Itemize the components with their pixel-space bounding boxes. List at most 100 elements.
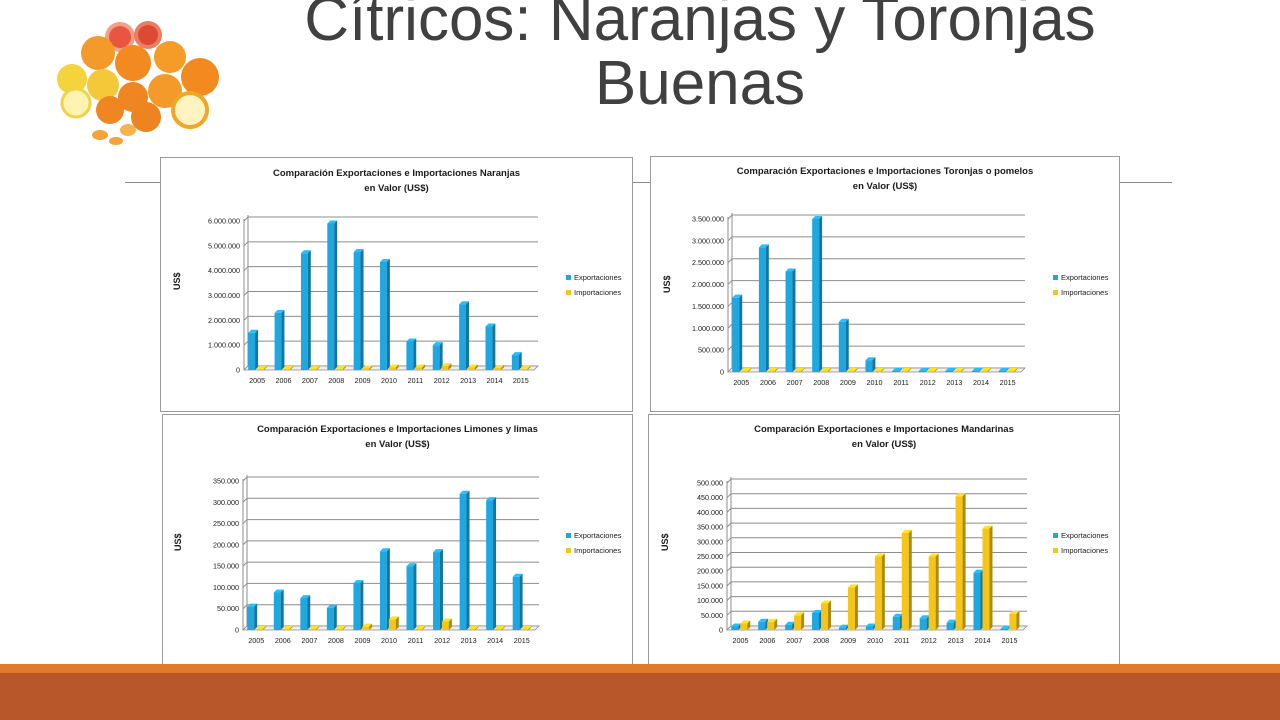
chart-title-line2: en Valor (US$) — [851, 439, 917, 450]
x-tick-label: 2008 — [813, 636, 829, 645]
x-tick-label: 2013 — [461, 636, 477, 645]
bar-exportaciones — [379, 548, 390, 630]
y-tick-label: 0 — [235, 626, 239, 635]
legend-item-importaciones: Importaciones — [1053, 543, 1109, 558]
bar-importaciones — [415, 364, 426, 370]
bar-importaciones — [928, 553, 939, 630]
chart-title-line1: Comparación Exportaciones e Importacione… — [257, 424, 538, 435]
bar-exportaciones — [732, 294, 743, 372]
bar-importaciones — [741, 368, 752, 372]
divider-line-left — [125, 182, 160, 183]
x-tick-label: 2015 — [1000, 378, 1016, 387]
x-tick-label: 2007 — [786, 636, 802, 645]
x-tick-label: 2008 — [328, 376, 344, 385]
gridline-depth — [726, 596, 732, 601]
gridline-depth — [242, 540, 248, 546]
gridline-depth — [727, 258, 733, 264]
gridline-depth — [726, 493, 732, 499]
bar-exportaciones — [406, 563, 417, 630]
gridline-depth — [726, 537, 732, 543]
bar-exportaciones — [248, 329, 259, 370]
bar-exportaciones — [919, 615, 930, 630]
y-tick-label: 4.000.000 — [208, 266, 240, 275]
x-tick-label: 2007 — [787, 378, 803, 387]
gridline-depth — [242, 583, 248, 588]
bar-exportaciones — [486, 497, 497, 630]
slide-title: Cítricos: Naranjas y Toronjas Buenas — [250, 0, 1150, 116]
gridline-depth — [243, 266, 249, 272]
x-tick-label: 2007 — [302, 376, 318, 385]
bar-exportaciones — [945, 368, 956, 372]
bar-importaciones — [927, 368, 938, 372]
y-tick-label: 2.500.000 — [692, 258, 724, 267]
x-tick-label: 2013 — [948, 636, 964, 645]
chart-panel-limones: Comparación Exportaciones e Importacione… — [162, 414, 633, 671]
bar-exportaciones — [865, 357, 876, 372]
x-tick-label: 2009 — [840, 636, 856, 645]
y-tick-label: 0 — [719, 626, 723, 635]
chart-title-line2: en Valor (US$) — [365, 439, 430, 450]
x-tick-label: 2011 — [408, 636, 423, 645]
bar-importaciones — [362, 623, 373, 630]
chart-panel-mandarinas: Comparación Exportaciones e Importacione… — [648, 414, 1120, 671]
bar-exportaciones — [274, 309, 285, 370]
x-tick-label: 2010 — [867, 636, 883, 645]
bar-importaciones — [362, 365, 373, 370]
gridline-depth — [242, 519, 248, 524]
x-tick-label: 2008 — [328, 636, 344, 645]
y-tick-label: 400.000 — [697, 508, 723, 517]
x-tick-label: 2014 — [486, 376, 502, 385]
bar-exportaciones — [998, 368, 1009, 372]
gridline-depth — [243, 241, 249, 247]
x-tick-label: 2006 — [275, 636, 291, 645]
x-tick-label: 2008 — [813, 378, 829, 387]
bar-exportaciones — [380, 258, 390, 370]
bar-importaciones — [847, 368, 858, 372]
bar-exportaciones — [758, 244, 769, 372]
bar-importaciones — [954, 368, 965, 372]
bar-exportaciones — [273, 589, 284, 630]
legend-label: Importaciones — [574, 288, 622, 297]
gridline-depth — [726, 581, 732, 587]
chart-title: Comparación Exportaciones e Importacione… — [651, 164, 1119, 194]
x-tick-label: 2005 — [733, 378, 749, 387]
bar-exportaciones — [918, 368, 929, 372]
x-tick-label: 2013 — [460, 376, 476, 385]
bar-importaciones — [388, 616, 399, 630]
legend-item-exportaciones: Exportaciones — [1053, 528, 1109, 543]
gridline-depth — [726, 566, 732, 572]
bar-exportaciones — [353, 580, 364, 630]
x-tick-label: 2006 — [276, 376, 292, 385]
footer-accent-bar — [0, 664, 1280, 673]
legend-swatch-import — [1053, 548, 1058, 553]
footer-bar — [0, 673, 1280, 720]
gridline-depth — [243, 216, 249, 222]
bar-importaciones — [874, 553, 885, 630]
y-tick-label: 350.000 — [213, 477, 239, 486]
bar-importaciones — [520, 365, 531, 370]
gridline-depth — [726, 508, 732, 513]
x-tick-label: 2009 — [354, 636, 370, 645]
y-tick-label: 300.000 — [213, 498, 239, 507]
y-tick-label: 5.000.000 — [208, 241, 240, 250]
y-tick-label: 150.000 — [697, 581, 723, 590]
bar-importaciones — [494, 365, 505, 370]
bar-exportaciones — [973, 569, 984, 630]
citrus-fruit-image — [57, 21, 219, 145]
gridline-depth — [726, 522, 732, 528]
bar-importaciones — [955, 493, 966, 630]
legend-swatch-import — [566, 548, 571, 553]
gridline-depth — [726, 610, 732, 616]
chart-panel-naranjas: Comparación Exportaciones e Importacione… — [160, 157, 633, 412]
x-tick-label: 2014 — [975, 636, 991, 645]
y-tick-label: 2.000.000 — [692, 280, 724, 289]
y-tick-label: 3.000.000 — [692, 236, 724, 245]
chart-title: Comparación Exportaciones e Importacione… — [163, 422, 632, 452]
bar-importaciones — [1009, 610, 1020, 630]
legend-swatch-export — [1053, 275, 1058, 280]
bar-importaciones — [257, 366, 267, 370]
y-tick-label: 100.000 — [697, 596, 723, 605]
legend-item-importaciones: Importaciones — [566, 543, 622, 558]
bar-importaciones — [335, 626, 346, 630]
slide-title-line1: Cítricos: Naranjas y Toronjas — [304, 0, 1096, 54]
